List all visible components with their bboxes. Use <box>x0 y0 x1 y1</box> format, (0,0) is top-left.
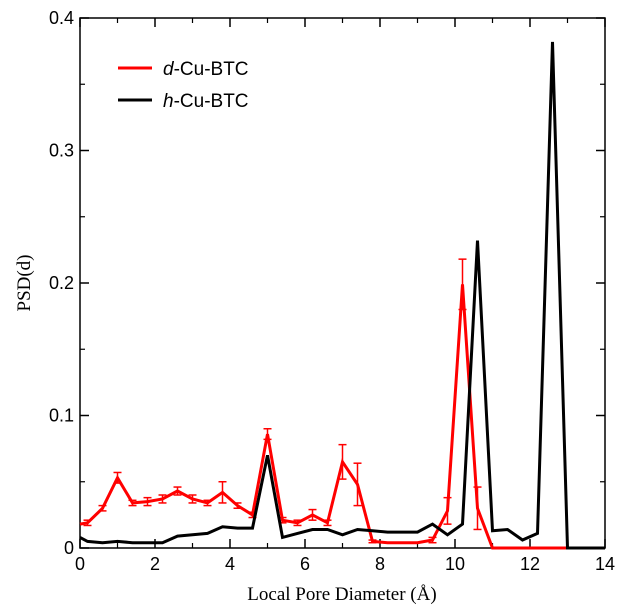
x-axis-label: Local Pore Diameter (Å) <box>247 584 436 605</box>
x-tick-label: 14 <box>595 554 615 574</box>
x-tick-label: 8 <box>375 554 385 574</box>
x-tick-label: 4 <box>225 554 235 574</box>
x-tick-label: 12 <box>520 554 540 574</box>
y-tick-label: 0.1 <box>49 406 74 426</box>
y-axis-label: PSD(d) <box>14 254 35 311</box>
y-tick-label: 0 <box>64 538 74 558</box>
series-line-1 <box>79 41 605 550</box>
x-tick-label: 2 <box>150 554 160 574</box>
legend-label-d: d-Cu-BTC <box>163 59 249 80</box>
y-tick-label: 0.3 <box>49 141 74 161</box>
legend: d-Cu-BTC h-Cu-BTC <box>118 59 249 112</box>
x-tick-label: 0 <box>75 554 85 574</box>
series-layer <box>79 41 605 550</box>
x-tick-label: 10 <box>445 554 465 574</box>
legend-label-h: h-Cu-BTC <box>163 91 249 112</box>
series-line-0 <box>79 284 605 550</box>
y-tick-label: 0.4 <box>49 8 74 28</box>
x-tick-label: 6 <box>300 554 310 574</box>
y-tick-label: 0.2 <box>49 273 74 293</box>
ticks: 0 2 4 6 8 10 12 14 0 0.1 0.2 0.3 0.4 <box>49 8 615 574</box>
